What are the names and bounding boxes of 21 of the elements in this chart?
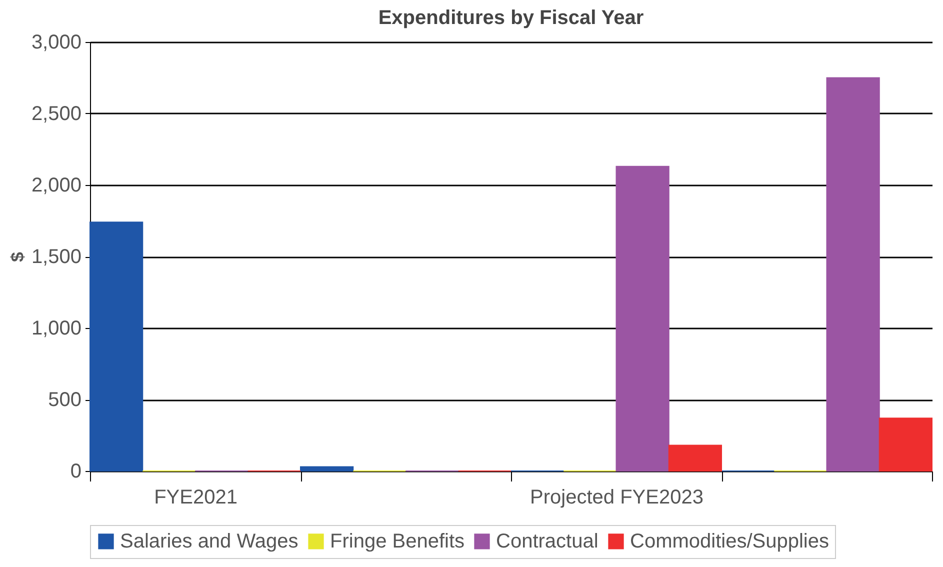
y-tick-label: 2,000	[31, 174, 82, 196]
bar	[878, 418, 932, 472]
y-tick-label: 1,500	[31, 246, 82, 268]
bar	[616, 166, 670, 472]
chart-title: Expenditures by Fiscal Year	[378, 7, 644, 29]
y-tick-label: 0	[70, 460, 82, 482]
x-tick-label: Projected FYE2023	[530, 486, 704, 508]
legend-label: Commodities/Supplies	[630, 530, 829, 552]
y-axis-title: $	[7, 252, 28, 262]
y-tick-label: 1,000	[31, 318, 82, 340]
bar	[300, 466, 354, 472]
x-tick-label: FYE2021	[154, 486, 238, 508]
bar	[826, 77, 880, 472]
y-tick-label: 3,000	[31, 32, 82, 54]
y-tick-label: 2,500	[31, 103, 82, 125]
bar	[90, 222, 144, 472]
y-tick-label: 500	[48, 389, 82, 411]
legend-label: Fringe Benefits	[330, 530, 465, 552]
bar	[668, 444, 722, 472]
legend-label: Salaries and Wages	[120, 530, 298, 552]
legend-label: Contractual	[496, 530, 598, 552]
